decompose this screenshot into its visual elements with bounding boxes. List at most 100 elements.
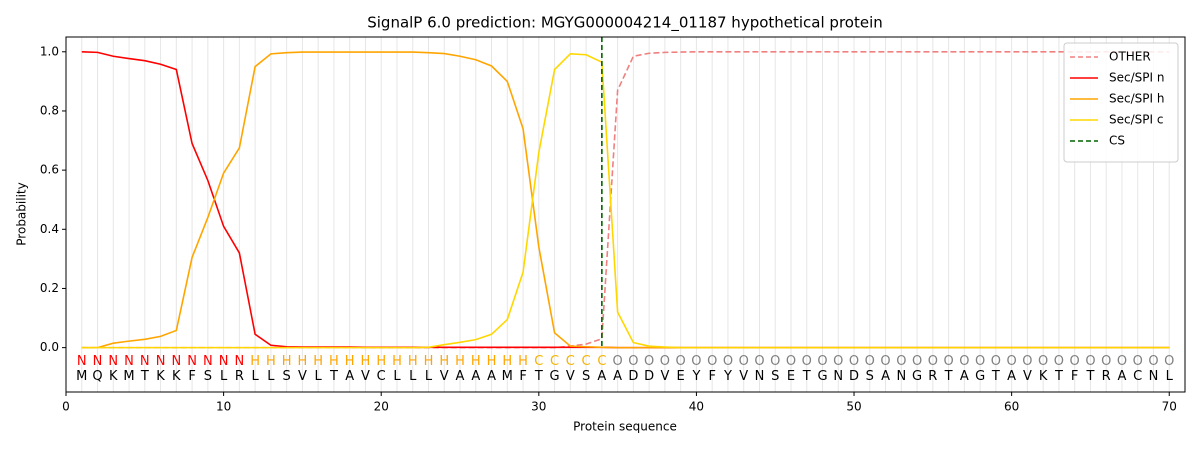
x-axis-label: Protein sequence — [573, 420, 677, 434]
region-label: H — [298, 354, 308, 369]
residue-label: D — [644, 369, 654, 384]
residue-label: N — [755, 369, 765, 384]
region-label: O — [928, 354, 938, 369]
region-label: H — [361, 354, 371, 369]
residue-label: K — [109, 369, 118, 384]
series-line — [81, 50, 1170, 349]
region-label: O — [833, 354, 843, 369]
region-label: H — [471, 354, 481, 369]
region-label: H — [424, 354, 434, 369]
residue-label: L — [409, 369, 417, 384]
region-label: N — [187, 354, 197, 369]
residue-label: V — [660, 369, 669, 384]
plot-frame — [65, 36, 1186, 393]
legend-label: Sec/SPI n — [1109, 71, 1164, 85]
residue-label: L — [393, 369, 401, 384]
series-line — [81, 51, 1170, 349]
residue-label: F — [708, 369, 715, 384]
region-label: O — [707, 354, 717, 369]
residue-label: A — [881, 369, 890, 384]
region-label: H — [518, 354, 528, 369]
residue-label: K — [172, 369, 181, 384]
region-label: O — [723, 354, 733, 369]
legend-label: OTHER — [1109, 50, 1151, 64]
region-label: O — [1054, 354, 1064, 369]
region-label: C — [597, 354, 606, 369]
residue-label: R — [1102, 369, 1111, 384]
region-label: O — [1038, 354, 1048, 369]
legend-label: Sec/SPI h — [1109, 92, 1164, 106]
residue-label: S — [204, 369, 212, 384]
residue-label: F — [1071, 369, 1078, 384]
region-label: H — [282, 354, 292, 369]
residue-label: N — [833, 369, 843, 384]
residue-label: S — [771, 369, 779, 384]
residue-label: V — [566, 369, 575, 384]
y-tick-label: 0.0 — [40, 340, 59, 354]
region-label: O — [817, 354, 827, 369]
residue-label: K — [1039, 369, 1048, 384]
residue-label: S — [582, 369, 590, 384]
residue-label: T — [1085, 369, 1094, 384]
residue-label: T — [534, 369, 543, 384]
residue-label: C — [377, 369, 386, 384]
series-line — [81, 53, 1170, 349]
region-label: O — [896, 354, 906, 369]
residue-label: E — [677, 369, 685, 384]
residue-label: A — [613, 369, 622, 384]
region-label: O — [959, 354, 969, 369]
residue-label: V — [298, 369, 307, 384]
region-label: O — [644, 354, 654, 369]
region-label: H — [376, 354, 386, 369]
region-label: O — [660, 354, 670, 369]
residue-label: G — [550, 369, 560, 384]
residue-label: L — [267, 369, 275, 384]
region-label: N — [156, 354, 166, 369]
residue-label: Q — [92, 369, 102, 384]
region-label: N — [93, 354, 103, 369]
residue-label: E — [787, 369, 795, 384]
residue-label: C — [1133, 369, 1142, 384]
region-label: H — [408, 354, 418, 369]
region-label: C — [550, 354, 559, 369]
residue-label: R — [235, 369, 244, 384]
region-label: H — [313, 354, 323, 369]
residue-label: V — [440, 369, 449, 384]
residue-label: T — [1054, 369, 1063, 384]
residue-label: R — [928, 369, 937, 384]
residue-label: G — [817, 369, 827, 384]
residue-label: A — [1007, 369, 1016, 384]
x-tick-label: 30 — [531, 400, 546, 414]
region-label: O — [754, 354, 764, 369]
region-label: N — [203, 354, 213, 369]
region-label: H — [392, 354, 402, 369]
residue-label: S — [283, 369, 291, 384]
residue-label: D — [849, 369, 859, 384]
residue-label: A — [471, 369, 480, 384]
region-label: O — [613, 354, 623, 369]
residue-label: V — [739, 369, 748, 384]
region-label: C — [566, 354, 575, 369]
residue-label: D — [628, 369, 638, 384]
residue-label: V — [1023, 369, 1032, 384]
region-label: O — [865, 354, 875, 369]
region-label: O — [739, 354, 749, 369]
x-tick-label: 40 — [689, 400, 704, 414]
region-label: N — [219, 354, 229, 369]
residue-label: A — [597, 369, 606, 384]
region-label: O — [991, 354, 1001, 369]
x-tick-label: 50 — [846, 400, 861, 414]
y-tick-label: 0.8 — [40, 103, 59, 117]
residue-label: T — [329, 369, 338, 384]
residue-label: Y — [723, 369, 732, 384]
series-line — [81, 50, 1170, 349]
region-label: H — [250, 354, 260, 369]
legend-label: CS — [1109, 134, 1125, 148]
region-label: O — [786, 354, 796, 369]
region-label: N — [77, 354, 87, 369]
residue-label: L — [1166, 369, 1174, 384]
region-label: N — [140, 354, 150, 369]
region-label: O — [1117, 354, 1127, 369]
region-label: H — [487, 354, 497, 369]
